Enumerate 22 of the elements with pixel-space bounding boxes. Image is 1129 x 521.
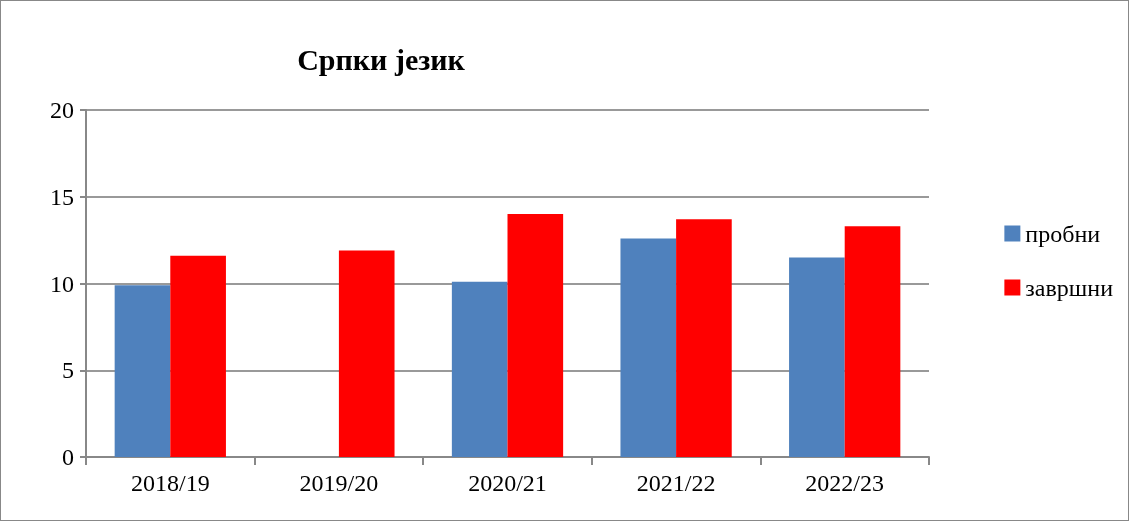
chart-title: Српки језик — [297, 42, 466, 76]
x-tick-label: 2018/19 — [130, 470, 210, 496]
x-tick-label: 2021/22 — [636, 470, 716, 496]
bar — [844, 226, 901, 457]
bar — [114, 285, 171, 457]
y-tick-label: 10 — [50, 270, 74, 297]
y-tick-label: 20 — [50, 97, 74, 123]
bar — [451, 281, 508, 457]
bar — [507, 214, 564, 457]
x-tick-label: 2022/23 — [805, 470, 885, 496]
y-tick-label: 0 — [62, 444, 74, 470]
x-tick-label: 2019/20 — [299, 470, 379, 496]
legend-label: завршни — [1025, 274, 1114, 301]
bar — [170, 255, 226, 457]
y-tick-label: 5 — [62, 357, 74, 384]
bar — [676, 219, 732, 457]
bar — [789, 257, 845, 457]
bar — [620, 238, 677, 457]
legend-label: пробни — [1025, 220, 1101, 247]
x-tick-label: 2020/21 — [468, 470, 547, 496]
bar — [338, 250, 395, 457]
y-tick-label: 15 — [50, 183, 74, 210]
